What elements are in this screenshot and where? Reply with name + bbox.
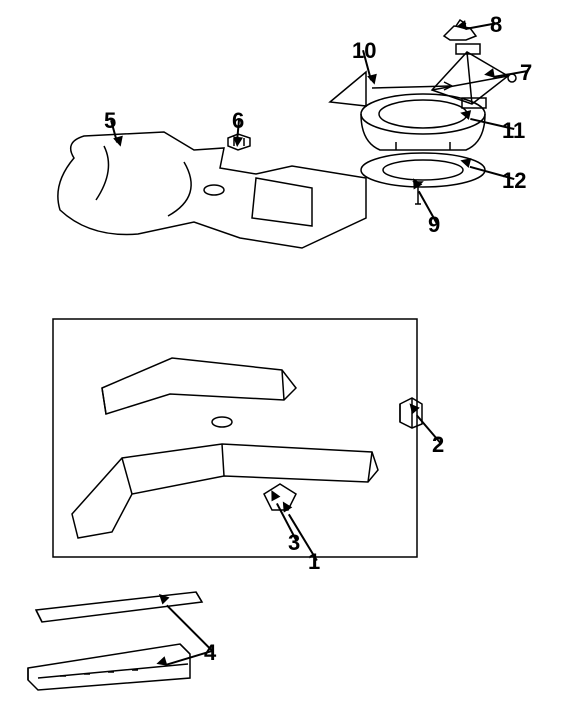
leader-arrowhead — [455, 20, 467, 32]
floor-pan — [44, 118, 374, 278]
crossmember-pair — [20, 582, 210, 692]
leader-arrowhead — [232, 137, 243, 148]
callout-12: 12 — [502, 168, 526, 194]
callout-11: 11 — [502, 118, 525, 144]
leader-arrowhead — [483, 68, 495, 80]
callout-9: 9 — [428, 212, 440, 238]
callout-3: 3 — [288, 530, 300, 556]
callout-1: 1 — [308, 549, 320, 575]
frame-assembly-box — [52, 318, 418, 558]
